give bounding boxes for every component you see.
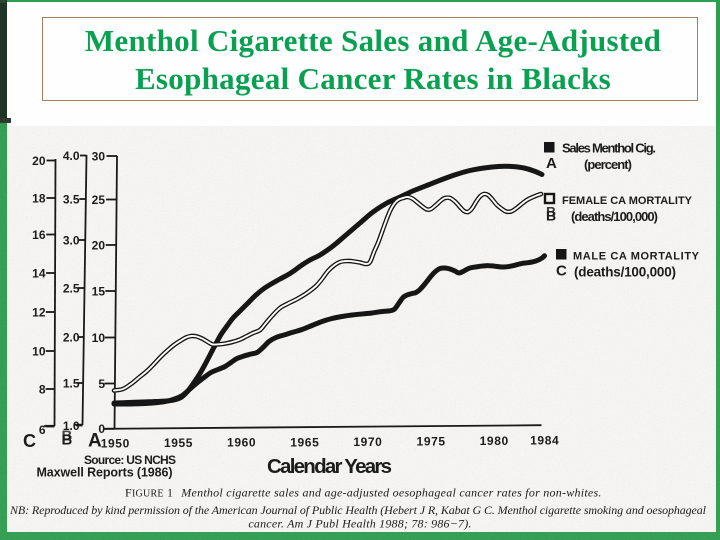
svg-text:8: 8	[39, 382, 46, 396]
svg-text:A: A	[546, 155, 557, 172]
svg-text:25: 25	[92, 193, 106, 207]
svg-text:2.0: 2.0	[63, 330, 80, 344]
svg-text:1970: 1970	[353, 435, 382, 449]
svg-text:1.0: 1.0	[63, 419, 80, 433]
svg-text:18: 18	[32, 191, 46, 205]
svg-text:1984: 1984	[530, 434, 559, 448]
svg-text:Source: US NCHS: Source: US NCHS	[84, 453, 176, 467]
svg-text:1965: 1965	[290, 435, 319, 449]
svg-text:1.5: 1.5	[63, 376, 80, 390]
svg-text:20: 20	[32, 154, 46, 168]
svg-text:5: 5	[98, 377, 105, 391]
svg-text:B: B	[62, 432, 73, 449]
svg-text:30: 30	[92, 149, 106, 163]
svg-text:C: C	[23, 431, 36, 451]
svg-text:cancer. Am J Publ Health 1988: cancer. Am J Publ Health 1988; 78: 986−7…	[248, 517, 471, 531]
svg-text:20: 20	[92, 238, 106, 252]
svg-text:MALE CA MORTALITY: MALE CA MORTALITY	[573, 251, 700, 263]
svg-text:(deaths/100,000): (deaths/100,000)	[574, 265, 676, 280]
svg-text:14: 14	[32, 266, 46, 280]
svg-text:C: C	[556, 263, 567, 280]
svg-text:10: 10	[32, 344, 46, 358]
svg-text:1980: 1980	[480, 434, 509, 448]
svg-text:3.0: 3.0	[63, 233, 80, 247]
svg-text:NB: Reproduced by kind permiss: NB: Reproduced by kind permission of the…	[9, 503, 707, 517]
svg-text:12: 12	[32, 305, 46, 319]
svg-text:A: A	[88, 431, 102, 452]
svg-text:3.5: 3.5	[63, 192, 80, 206]
svg-text:B: B	[546, 204, 556, 220]
svg-text:0: 0	[98, 422, 105, 436]
svg-text:Sales Menthol Cig.: Sales Menthol Cig.	[562, 141, 656, 156]
svg-text:1975: 1975	[417, 434, 446, 448]
svg-text:FEMALE CA MORTALITY: FEMALE CA MORTALITY	[562, 195, 693, 207]
svg-text:10: 10	[92, 331, 106, 345]
svg-text:1955: 1955	[164, 436, 193, 450]
svg-text:(deaths/100,000): (deaths/100,000)	[571, 209, 658, 224]
svg-text:4.0: 4.0	[63, 149, 80, 163]
svg-text:Maxwell Reports (1986): Maxwell Reports (1986)	[37, 466, 173, 480]
svg-text:16: 16	[32, 228, 46, 242]
svg-text:B: B	[62, 428, 73, 445]
svg-text:1950: 1950	[101, 437, 130, 451]
svg-text:2.5: 2.5	[63, 281, 80, 295]
svg-text:6: 6	[39, 423, 46, 437]
svg-text:(percent): (percent)	[584, 157, 632, 172]
svg-text:Calendar Years: Calendar Years	[267, 455, 392, 478]
svg-text:15: 15	[92, 284, 106, 298]
svg-text:1960: 1960	[227, 436, 256, 450]
svg-text:B: B	[546, 208, 556, 224]
